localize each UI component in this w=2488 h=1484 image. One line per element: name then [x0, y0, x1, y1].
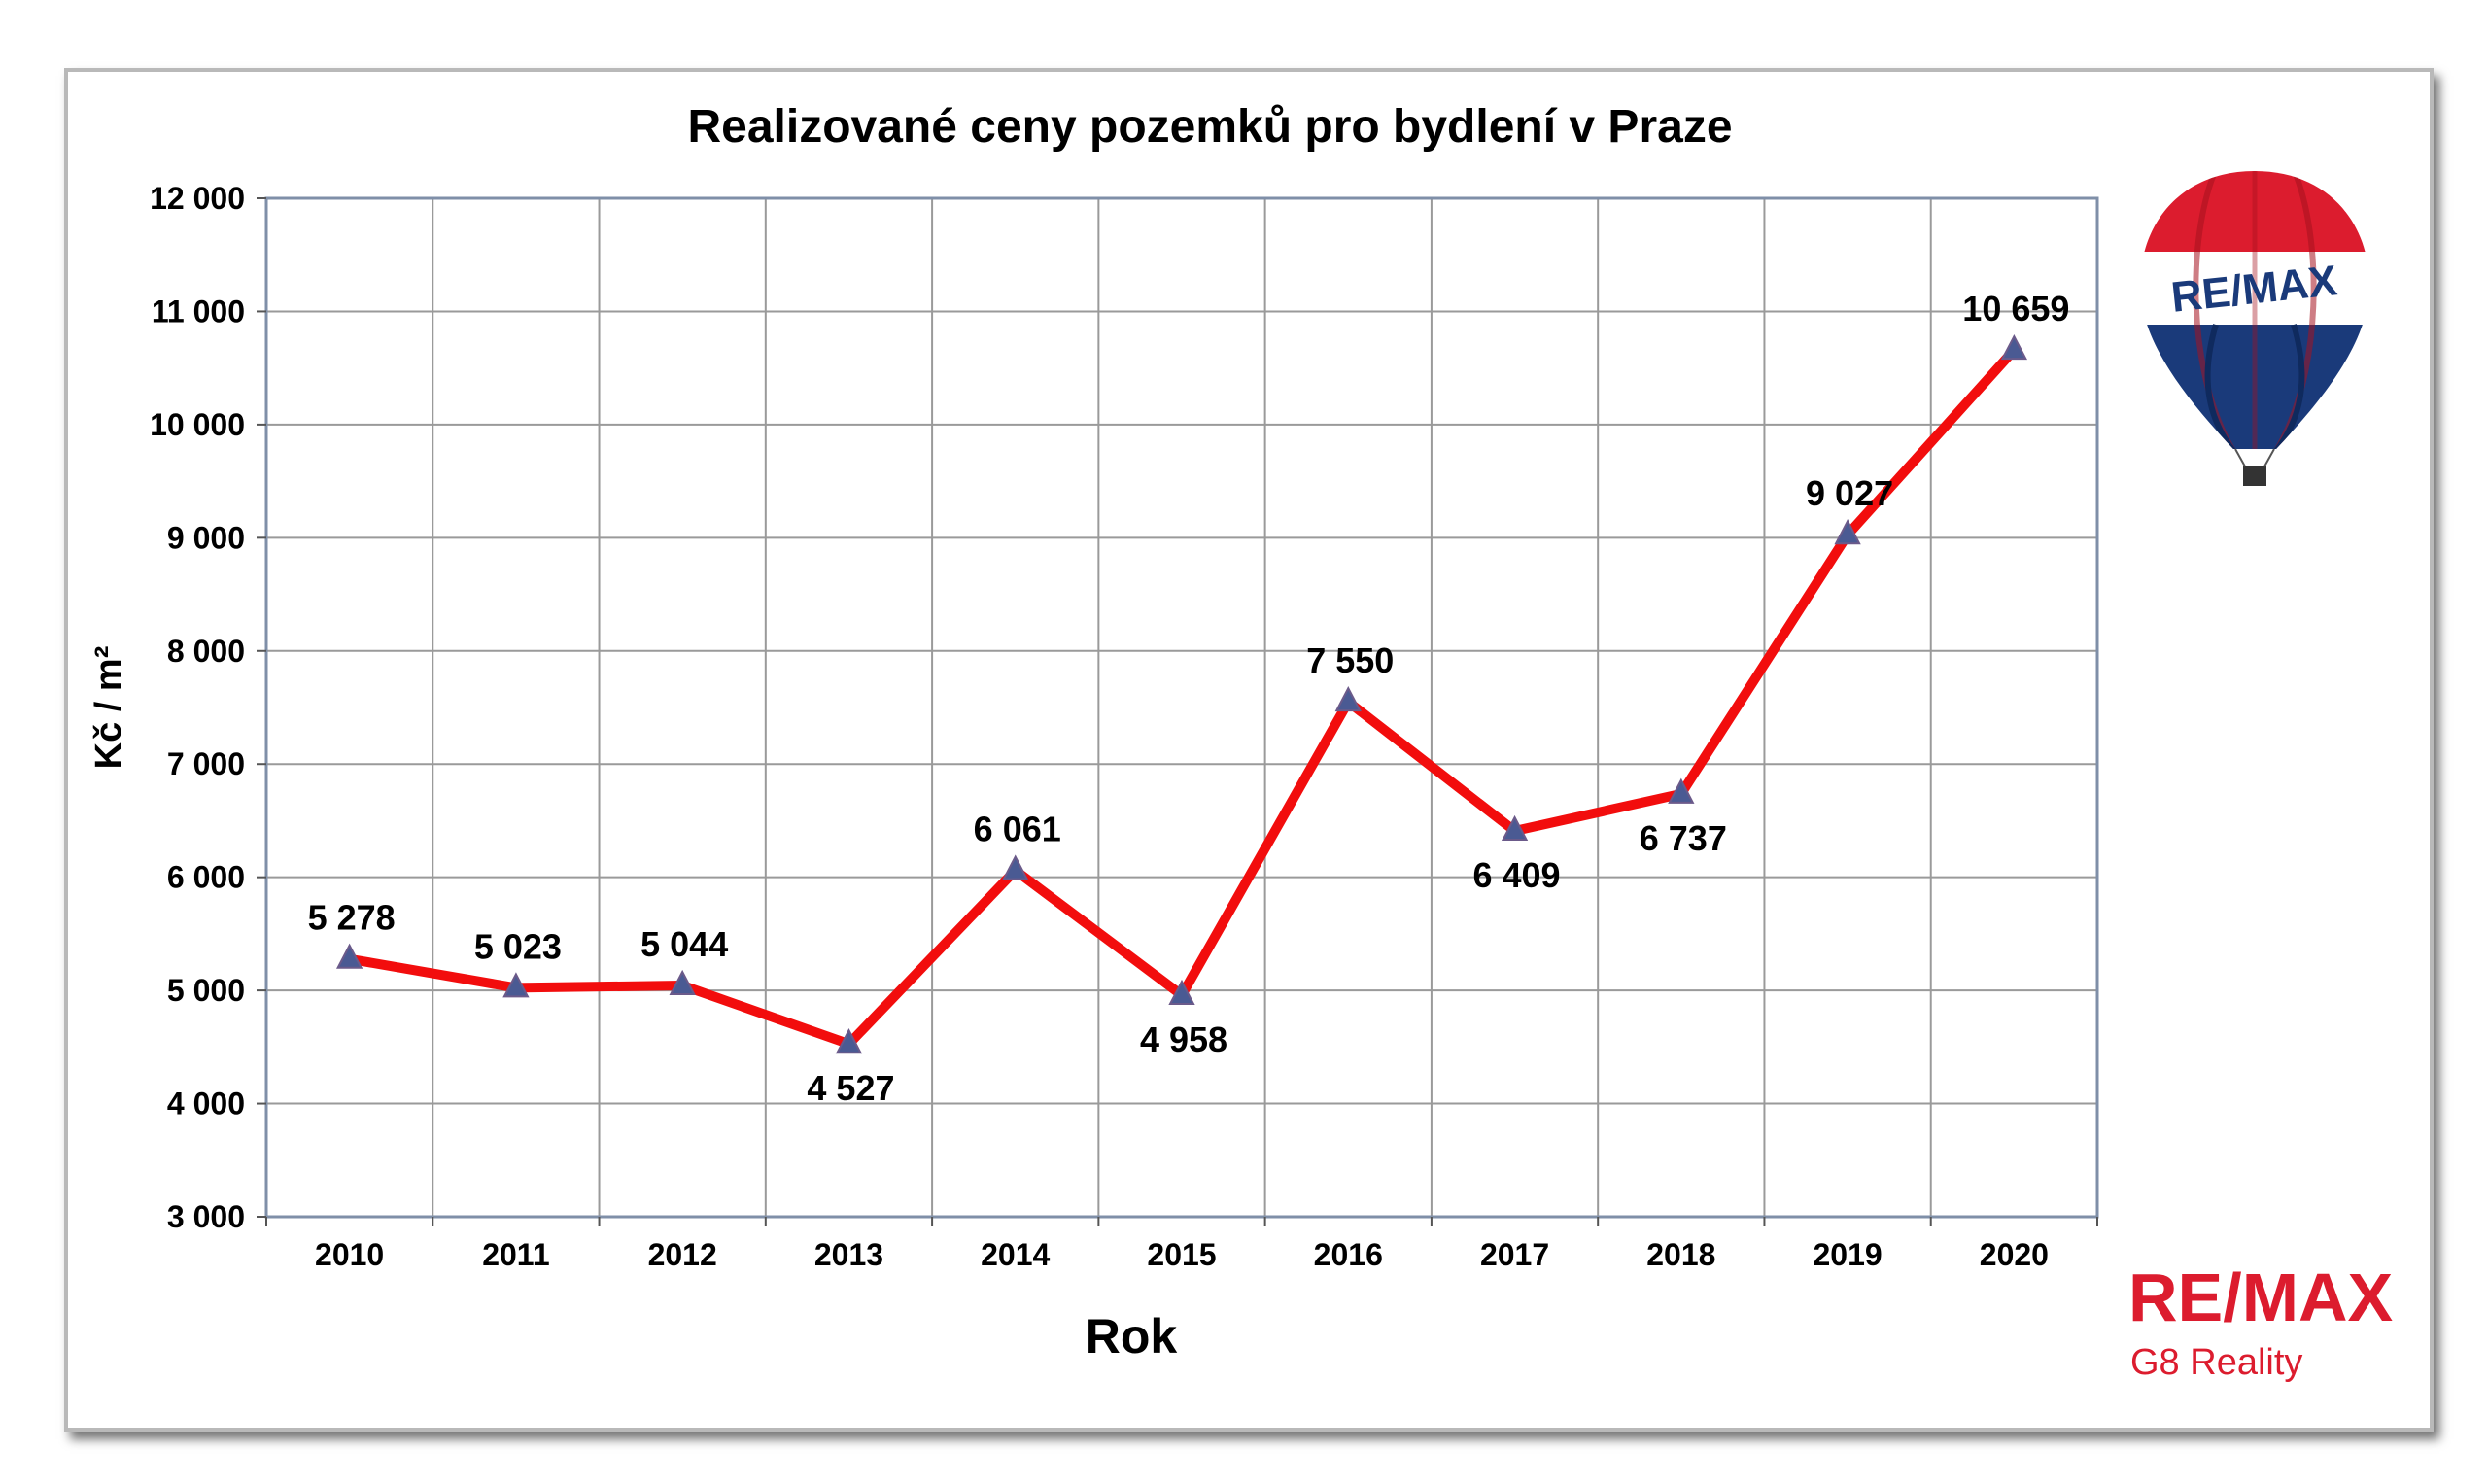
y-tick-label: 6 000 [167, 860, 245, 895]
y-axis-label: Kč / m² [88, 646, 129, 770]
y-tick-label: 12 000 [150, 181, 245, 216]
data-point-marker [502, 972, 530, 998]
data-label: 9 027 [1806, 473, 1893, 513]
data-labels: 5 278 5 023 5 044 4 527 6 061 4 958 7 550 6 409… [308, 289, 2070, 1108]
x-tick-label: 2011 [482, 1237, 549, 1272]
x-tick-label: 2014 [981, 1237, 1050, 1272]
x-tick-label: 2015 [1147, 1237, 1216, 1272]
office-name: G8 Reality [2130, 1342, 2302, 1383]
y-tick-label: 8 000 [167, 634, 245, 669]
x-tick-label: 2020 [1980, 1237, 2049, 1272]
line-chart: Realizované ceny pozemků pro bydlení v P… [88, 101, 2394, 1383]
y-tick-label: 11 000 [152, 293, 245, 328]
data-point-marker [335, 943, 363, 969]
remax-balloon-logo: RE/MAX [2140, 171, 2369, 486]
data-point-marker [1002, 854, 1029, 880]
data-label: 4 958 [1140, 1019, 1227, 1059]
y-tick-label: 5 000 [167, 973, 245, 1008]
x-tick-label: 2019 [1813, 1237, 1882, 1272]
y-tick-label: 9 000 [167, 520, 245, 555]
data-point-marker [669, 969, 696, 995]
x-tick-label: 2012 [648, 1237, 717, 1272]
data-label: 5 278 [308, 898, 396, 938]
x-tick-label: 2017 [1480, 1237, 1549, 1272]
x-tick-label: 2010 [315, 1237, 384, 1272]
x-tick-label: 2018 [1646, 1237, 1715, 1272]
data-label: 6 409 [1472, 855, 1560, 895]
data-label: 7 550 [1306, 640, 1394, 680]
data-point-marker [2000, 333, 2028, 361]
x-axis: 2010 2011 2012 2013 2014 2015 2016 2017 2018 2019… [265, 1217, 2098, 1272]
data-point-marker [835, 1028, 863, 1054]
data-label: 10 659 [1962, 289, 2069, 328]
data-label: 6 061 [974, 810, 1061, 849]
chart-title: Realizované ceny pozemků pro bydlení v P… [687, 101, 1732, 153]
series-markers [335, 333, 2028, 1054]
y-axis: 3 000 4 000 5 000 6 000 7 000 8 000 9 000 10 00… [150, 181, 266, 1234]
data-point-marker [1668, 777, 1695, 804]
y-tick-label: 10 000 [150, 407, 245, 442]
data-point-marker [1834, 519, 1861, 545]
data-label: 5 023 [474, 926, 562, 966]
data-point-marker [1334, 686, 1362, 712]
data-label: 6 737 [1640, 818, 1727, 858]
data-label: 5 044 [640, 924, 728, 964]
y-tick-label: 4 000 [167, 1087, 245, 1122]
data-point-marker [1501, 814, 1529, 842]
chart-frame: Realizované ceny pozemků pro bydlení v P… [64, 68, 2434, 1432]
x-tick-label: 2016 [1314, 1237, 1383, 1272]
y-tick-label: 3 000 [167, 1199, 245, 1234]
grid [266, 197, 2097, 1218]
y-tick-label: 7 000 [167, 746, 245, 781]
x-tick-label: 2013 [814, 1237, 883, 1272]
plot-area-border [264, 196, 2099, 1219]
data-point-marker [1168, 979, 1195, 1006]
data-label: 4 527 [807, 1068, 894, 1108]
remax-wordmark: RE/MAX [2128, 1260, 2394, 1335]
x-axis-label: Rok [1086, 1309, 1178, 1363]
